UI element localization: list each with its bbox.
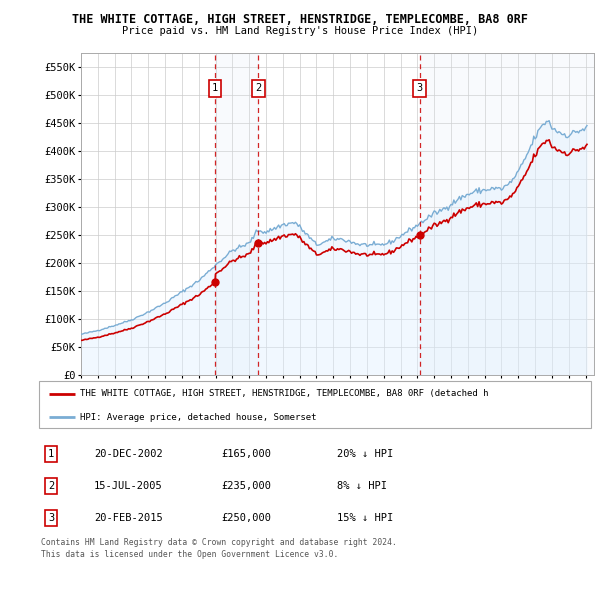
Text: £250,000: £250,000 bbox=[221, 513, 271, 523]
Text: 3: 3 bbox=[48, 513, 54, 523]
Text: 2: 2 bbox=[48, 481, 54, 491]
Text: £165,000: £165,000 bbox=[221, 449, 271, 458]
Text: 8% ↓ HPI: 8% ↓ HPI bbox=[337, 481, 387, 491]
Text: THE WHITE COTTAGE, HIGH STREET, HENSTRIDGE, TEMPLECOMBE, BA8 0RF: THE WHITE COTTAGE, HIGH STREET, HENSTRID… bbox=[72, 13, 528, 26]
Text: 20% ↓ HPI: 20% ↓ HPI bbox=[337, 449, 394, 458]
Text: 3: 3 bbox=[416, 83, 423, 93]
FancyBboxPatch shape bbox=[39, 381, 591, 428]
Text: 2: 2 bbox=[255, 83, 262, 93]
Text: 20-DEC-2002: 20-DEC-2002 bbox=[94, 449, 163, 458]
Bar bbox=[419, 53, 594, 375]
Text: HPI: Average price, detached house, Somerset: HPI: Average price, detached house, Some… bbox=[80, 413, 317, 422]
Text: 15% ↓ HPI: 15% ↓ HPI bbox=[337, 513, 394, 523]
Text: 15-JUL-2005: 15-JUL-2005 bbox=[94, 481, 163, 491]
Bar bbox=[215, 53, 258, 375]
Text: 1: 1 bbox=[48, 449, 54, 458]
Text: THE WHITE COTTAGE, HIGH STREET, HENSTRIDGE, TEMPLECOMBE, BA8 0RF (detached h: THE WHITE COTTAGE, HIGH STREET, HENSTRID… bbox=[80, 389, 489, 398]
Text: 20-FEB-2015: 20-FEB-2015 bbox=[94, 513, 163, 523]
Text: £235,000: £235,000 bbox=[221, 481, 271, 491]
Text: Price paid vs. HM Land Registry's House Price Index (HPI): Price paid vs. HM Land Registry's House … bbox=[122, 26, 478, 36]
Text: This data is licensed under the Open Government Licence v3.0.: This data is licensed under the Open Gov… bbox=[41, 550, 338, 559]
Text: 1: 1 bbox=[212, 83, 218, 93]
Text: Contains HM Land Registry data © Crown copyright and database right 2024.: Contains HM Land Registry data © Crown c… bbox=[41, 538, 397, 547]
